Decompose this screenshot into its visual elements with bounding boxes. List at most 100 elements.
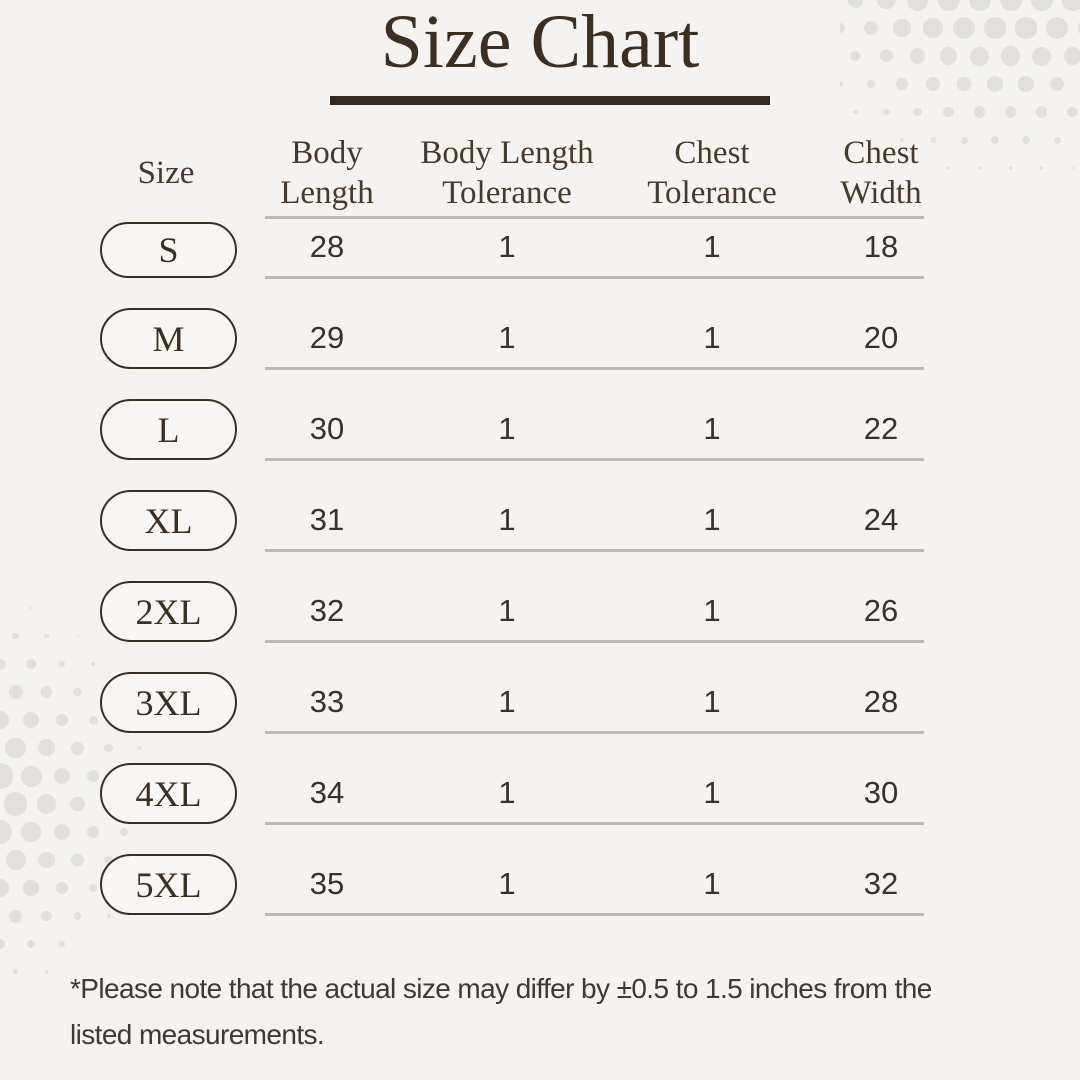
table-row-5xl: 5XL 35 1 1 32 <box>80 824 950 916</box>
halftone-dot <box>853 109 858 115</box>
halftone-dot <box>41 910 52 922</box>
body-length-tolerance-value: 1 <box>498 866 516 901</box>
body-length-value: 35 <box>309 866 345 901</box>
body-length-value: 34 <box>309 775 345 810</box>
size-cell: L <box>80 369 252 460</box>
column-header-label: Chest Width <box>840 135 922 211</box>
body-length-tolerance-value: 1 <box>498 684 516 719</box>
chest-width-value: 24 <box>863 502 899 537</box>
body-length-tolerance-value: 1 <box>498 411 516 446</box>
halftone-dot <box>55 713 69 727</box>
halftone-dot <box>23 880 39 896</box>
halftone-dot <box>0 999 1 1001</box>
halftone-dot <box>91 942 95 946</box>
row-divider <box>265 731 924 734</box>
row-divider <box>265 640 924 643</box>
halftone-dot <box>0 763 13 789</box>
halftone-dot <box>36 794 57 814</box>
size-cell: 4XL <box>80 733 252 824</box>
halftone-dot <box>0 819 13 845</box>
size-cell: 2XL <box>80 551 252 642</box>
halftone-dot <box>53 823 71 841</box>
halftone-dot <box>76 635 79 637</box>
size-pill-label: 3XL <box>135 682 202 723</box>
halftone-dot <box>913 107 922 117</box>
column-header-label: Body Length Tolerance <box>420 135 594 211</box>
halftone-dot <box>943 106 954 118</box>
size-pill-s: S <box>100 222 237 278</box>
halftone-dot <box>1039 166 1044 170</box>
chest-tolerance-value: 1 <box>703 502 721 537</box>
row-divider <box>265 458 924 461</box>
halftone-dot <box>0 606 2 610</box>
column-header-body-length-tolerance: Body Length Tolerance <box>402 133 612 213</box>
column-header-chest-width: Chest Width <box>812 133 950 213</box>
halftone-dot <box>44 970 49 974</box>
table-row-4xl: 4XL 34 1 1 30 <box>80 733 950 825</box>
footnote-line: *Please note that the actual size may di… <box>70 973 932 1004</box>
page-title: Size Chart <box>380 0 700 84</box>
body-length-tolerance-value: 1 <box>498 229 516 264</box>
column-header-label: Size <box>137 155 195 191</box>
size-cell: M <box>80 278 252 369</box>
halftone-dot <box>1053 136 1061 144</box>
column-header-body-length: Body Length <box>252 133 402 213</box>
title-underline <box>330 96 770 105</box>
column-header-size: Size <box>80 153 252 193</box>
halftone-dot <box>991 136 999 144</box>
table-row-2xl: 2XL 32 1 1 26 <box>80 551 950 643</box>
size-pill-label: S <box>158 230 179 270</box>
column-header-label: Body Length <box>280 135 374 211</box>
halftone-dot <box>1008 166 1013 170</box>
halftone-dot <box>0 710 10 730</box>
halftone-dot <box>973 106 986 118</box>
halftone-dot <box>1022 136 1030 144</box>
table-body: S 28 1 1 18 M 29 1 1 20 L 30 1 1 22 XL 31 1 1 24 2XL 32 1 1 26 3X… <box>80 218 950 916</box>
halftone-dot <box>3 792 28 816</box>
body-length-value: 30 <box>309 411 345 446</box>
column-header-chest-tolerance: Chest Tolerance <box>612 133 812 213</box>
size-pill-m: M <box>100 308 237 369</box>
chest-tolerance-value: 1 <box>703 411 721 446</box>
halftone-dot <box>37 739 55 757</box>
halftone-dot <box>1071 166 1074 170</box>
halftone-dot <box>22 711 40 729</box>
body-length-tolerance-value: 1 <box>498 502 516 537</box>
halftone-dot <box>5 850 26 870</box>
table-row-m: M 29 1 1 20 <box>80 278 950 370</box>
chest-width-value: 18 <box>863 229 899 264</box>
halftone-dot <box>12 632 19 640</box>
size-cell: 5XL <box>80 824 252 915</box>
chest-tolerance-value: 1 <box>703 320 721 355</box>
size-pill-2xl: 2XL <box>100 581 237 642</box>
halftone-dot <box>53 767 71 785</box>
halftone-dot <box>20 821 42 843</box>
body-length-tolerance-value: 1 <box>498 320 516 355</box>
halftone-dot <box>58 660 66 668</box>
halftone-dot <box>8 685 23 699</box>
halftone-dot <box>883 108 890 116</box>
halftone-dot <box>30 607 32 609</box>
body-length-tolerance-value: 1 <box>498 593 516 628</box>
halftone-dot <box>26 939 36 949</box>
size-pill-label: XL <box>144 500 193 541</box>
halftone-dot <box>44 633 49 639</box>
size-pill-label: 4XL <box>135 773 202 814</box>
size-cell: 3XL <box>80 642 252 733</box>
row-divider <box>265 276 924 279</box>
size-pill-l: L <box>100 399 237 460</box>
chest-tolerance-value: 1 <box>703 775 721 810</box>
halftone-dot <box>1004 106 1017 118</box>
halftone-dot <box>0 879 9 897</box>
size-pill-xl: XL <box>100 490 237 551</box>
body-length-value: 33 <box>309 684 345 719</box>
row-divider <box>265 367 924 370</box>
halftone-dot <box>0 939 5 949</box>
table-row-xl: XL 31 1 1 24 <box>80 460 950 552</box>
halftone-dot <box>896 78 908 90</box>
halftone-dot <box>866 79 876 89</box>
halftone-dot <box>20 765 42 787</box>
chest-width-value: 30 <box>863 775 899 810</box>
halftone-dot <box>960 136 968 144</box>
halftone-dot <box>56 882 68 894</box>
